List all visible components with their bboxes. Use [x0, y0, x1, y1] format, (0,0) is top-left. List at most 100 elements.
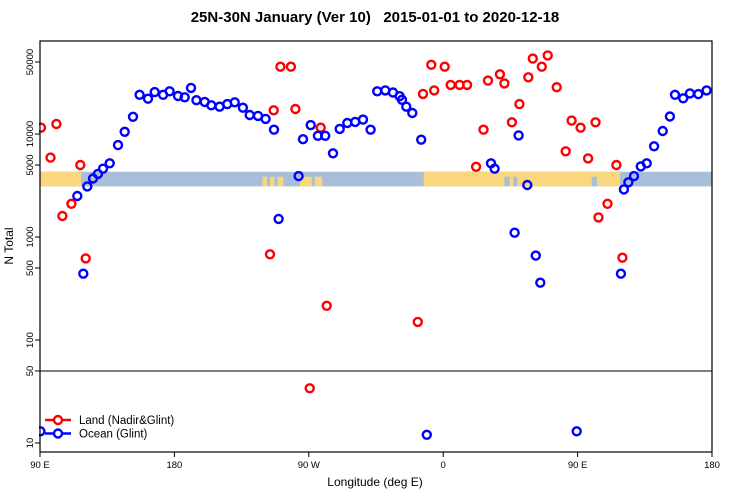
ocean-point	[72, 190, 83, 202]
land-fleck	[262, 176, 267, 187]
ocean-point	[305, 119, 316, 131]
ocean-point	[229, 97, 240, 108]
ocean-point	[407, 107, 418, 119]
x-tick-label: 0	[441, 460, 446, 471]
ocean-point	[641, 158, 652, 169]
y-tick-label: 10	[25, 438, 36, 449]
ocean-point	[416, 134, 427, 145]
legend-ocean-label: Ocean (Glint)	[79, 429, 148, 441]
land-point	[527, 53, 538, 64]
land-point	[45, 152, 56, 163]
x-axis-label: Longitude (deg E)	[327, 475, 422, 489]
land-point	[506, 117, 518, 128]
ocean-point	[530, 250, 541, 261]
land-point	[285, 61, 297, 72]
land-point	[536, 61, 547, 72]
chart-title: 25N-30N January (Ver 10) 2015-01-01 to 2…	[191, 9, 560, 26]
ocean-point	[92, 168, 104, 180]
land-point	[80, 253, 91, 264]
ocean-point	[535, 277, 546, 288]
ocean-point	[509, 227, 520, 238]
land-point	[611, 159, 622, 171]
ocean-point	[297, 133, 309, 145]
ocean-point	[185, 82, 197, 94]
ocean-point	[421, 429, 432, 440]
land-point	[51, 118, 62, 130]
y-tick-label: 100	[25, 332, 36, 348]
y-tick-label: 500	[25, 260, 36, 276]
ocean-point	[134, 89, 145, 101]
ocean-point	[334, 123, 345, 135]
land-fleck	[314, 176, 323, 187]
y-tick-label: 5000	[25, 154, 36, 175]
ocean-point	[97, 163, 109, 174]
land-point	[429, 85, 440, 96]
ocean-point	[678, 93, 689, 104]
ocean-fleck	[591, 176, 598, 187]
land-point	[268, 105, 279, 116]
land-point	[439, 61, 450, 72]
land-point	[602, 198, 613, 210]
land-point	[575, 122, 586, 133]
ocean-point	[293, 170, 304, 182]
ocean-point	[327, 148, 339, 159]
land-point	[426, 59, 437, 71]
scatter-points	[39, 50, 712, 440]
ocean-point	[657, 125, 668, 137]
land-segment	[40, 171, 82, 187]
x-tick-label: 90 E	[568, 460, 588, 471]
ocean-point	[320, 130, 331, 142]
x-tick-label: 90 W	[298, 460, 320, 471]
ocean-point	[628, 170, 640, 182]
land-point	[514, 98, 525, 110]
ocean-point	[372, 86, 383, 97]
ocean-point	[268, 124, 280, 135]
land-point	[470, 161, 482, 173]
ocean-point	[693, 88, 704, 100]
ocean-point	[104, 158, 115, 169]
ocean-point	[149, 86, 160, 98]
legend-land-label: Land (Nadir&Glint)	[79, 415, 174, 427]
ocean-point	[401, 101, 412, 112]
ocean-point	[273, 213, 284, 225]
land-point	[412, 316, 423, 328]
y-axis-ticks: 50000 10000 5000 1000 500 100 50 10	[25, 49, 40, 448]
ocean-fleck	[504, 176, 510, 187]
land-point	[499, 78, 510, 89]
land-point	[66, 198, 77, 210]
ocean-point	[164, 86, 175, 97]
land-point	[417, 88, 429, 100]
ocean-point	[618, 184, 630, 195]
plot-border	[39, 40, 713, 453]
land-point	[582, 153, 594, 164]
land-point	[542, 50, 553, 61]
land-point	[75, 159, 86, 171]
ocean-point	[237, 102, 249, 113]
ocean-point	[191, 94, 202, 106]
land-fleck	[277, 176, 284, 187]
ocean-point	[244, 109, 255, 121]
ocean-point	[648, 141, 660, 152]
land-point	[57, 210, 68, 222]
land-point	[315, 122, 326, 133]
legend-land-marker-icon	[52, 414, 64, 426]
ocean-point	[82, 181, 93, 192]
legend-ocean-marker-icon	[52, 428, 64, 439]
land-fleck	[299, 176, 312, 187]
y-axis-label: N Total	[2, 227, 16, 264]
ocean-point	[127, 111, 139, 123]
land-point	[39, 122, 47, 133]
land-point	[275, 61, 286, 72]
land-point	[478, 124, 489, 135]
land-ocean-strip	[40, 171, 712, 187]
land-point	[590, 117, 601, 128]
land-point	[304, 383, 315, 394]
ocean-point	[206, 100, 217, 111]
land-point	[560, 146, 571, 157]
land-point	[551, 81, 562, 93]
land-point	[593, 212, 604, 223]
ocean-point	[112, 139, 124, 151]
x-axis-ticks: 90 E 180 90 W 0 90 E 180	[30, 452, 720, 471]
x-tick-label: 180	[704, 460, 720, 471]
